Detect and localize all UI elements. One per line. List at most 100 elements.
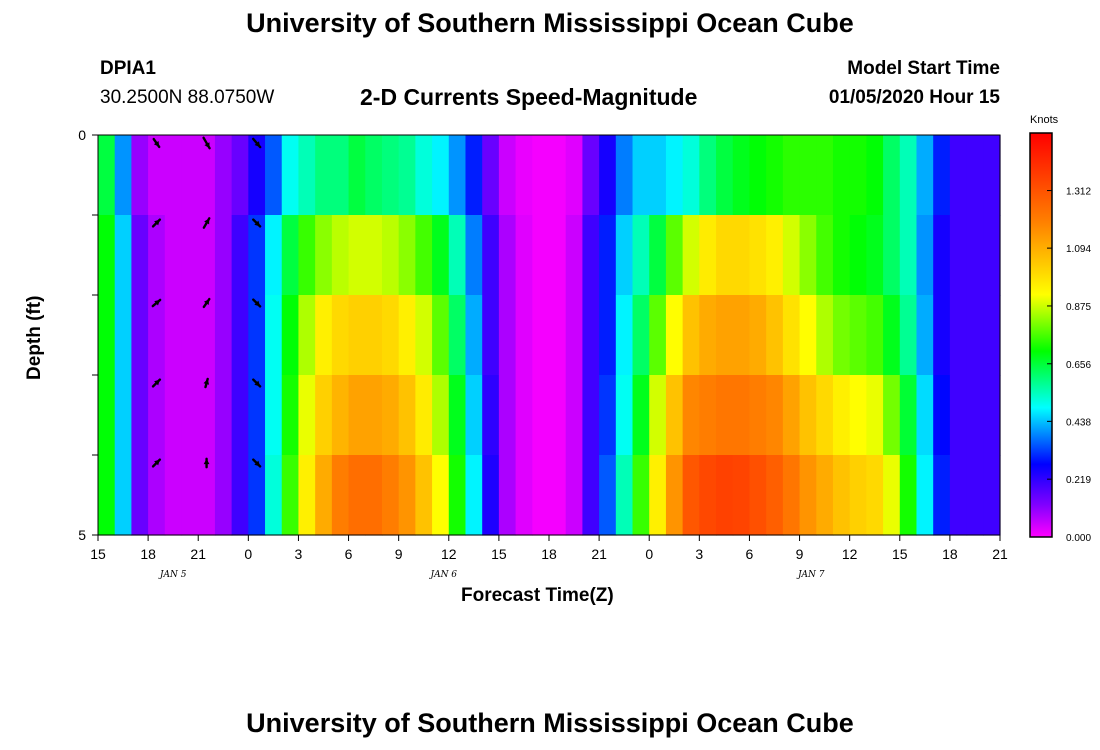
heatmap-cell xyxy=(916,375,934,456)
heatmap-cell xyxy=(448,375,467,456)
heatmap-cell xyxy=(849,295,867,376)
current-arrow xyxy=(202,297,211,309)
heatmap-cell xyxy=(766,215,784,296)
heatmap-cell xyxy=(532,455,550,536)
heatmap-cell xyxy=(315,295,333,376)
heatmap-cell xyxy=(866,215,884,296)
heatmap-cell xyxy=(515,455,533,536)
heatmap-cell xyxy=(281,135,300,216)
x-tick-label: 18 xyxy=(942,546,958,562)
heatmap-cell xyxy=(298,455,316,536)
heatmap-cell xyxy=(448,215,467,296)
x-tick-label: 15 xyxy=(90,546,106,562)
heatmap-cell xyxy=(281,295,300,376)
heatmap-cell xyxy=(632,455,650,536)
heatmap-cell xyxy=(933,455,951,536)
heatmap-cell xyxy=(682,295,700,376)
y-tick-label: 0 xyxy=(78,127,86,143)
heatmap-cell xyxy=(899,215,918,296)
heatmap-cell xyxy=(415,455,433,536)
heatmap-cell xyxy=(415,375,433,456)
heatmap-cell xyxy=(265,375,283,456)
heatmap-cell xyxy=(298,295,316,376)
heatmap-cell xyxy=(732,375,751,456)
heatmap-cell xyxy=(515,375,533,456)
heatmap-cell xyxy=(832,135,851,216)
heatmap-cell xyxy=(682,375,700,456)
heatmap-cell xyxy=(916,215,934,296)
heatmap-cell xyxy=(799,215,817,296)
heatmap-cell xyxy=(465,295,483,376)
heatmap-cell xyxy=(331,455,350,536)
heatmap-cell xyxy=(799,375,817,456)
colorbar-ticks: 1.312 1.094 0.875 0.656 0.438 0.219 0.000 xyxy=(1047,187,1091,544)
heatmap-cell xyxy=(348,455,366,536)
heatmap-cell xyxy=(732,135,751,216)
heatmap-cell xyxy=(933,215,951,296)
heatmap-cell xyxy=(231,295,249,376)
heatmap-cell xyxy=(248,135,266,216)
current-arrow xyxy=(151,378,162,388)
heatmap-cell xyxy=(766,135,784,216)
heatmap-cell xyxy=(632,135,650,216)
current-arrow xyxy=(252,458,262,468)
heatmap-cell xyxy=(665,215,684,296)
heatmap-cell xyxy=(816,375,834,456)
heatmap-cell xyxy=(214,375,233,456)
heatmap-cell xyxy=(98,215,116,296)
heatmap-cell xyxy=(214,455,233,536)
heatmap-cell xyxy=(148,135,166,216)
heatmap-cell xyxy=(582,135,600,216)
heatmap-cell xyxy=(498,295,517,376)
x-tick-label: 18 xyxy=(140,546,156,562)
heatmap-cell xyxy=(114,295,132,376)
heatmap-cell xyxy=(448,295,467,376)
heatmap-cell xyxy=(114,135,132,216)
heatmap-cell xyxy=(181,455,199,536)
colorbar-label: Knots xyxy=(1030,114,1059,126)
heatmap-cell xyxy=(231,455,249,536)
heatmap-cell xyxy=(248,455,266,536)
heatmap-cell xyxy=(315,215,333,296)
heatmap-cell xyxy=(315,135,333,216)
current-arrow-head xyxy=(154,379,160,386)
heatmap-cell xyxy=(615,455,634,536)
heatmap-cell xyxy=(164,295,183,376)
heatmap-cell xyxy=(849,375,867,456)
heatmap-cell xyxy=(281,375,300,456)
heatmap-cell xyxy=(181,215,199,296)
current-arrow xyxy=(202,136,211,150)
heatmap-cell xyxy=(98,375,116,456)
colorbar-tick-label: 1.094 xyxy=(1066,244,1091,255)
y-tick-label: 5 xyxy=(78,527,86,543)
heatmap-cell xyxy=(549,215,567,296)
heatmap-cell xyxy=(248,375,266,456)
heatmap-cell xyxy=(849,455,867,536)
current-arrow-head xyxy=(204,142,210,149)
heatmap-cell xyxy=(448,455,467,536)
heatmap-cell xyxy=(231,375,249,456)
heatmap-cell xyxy=(415,135,433,216)
heatmap-cell xyxy=(482,295,500,376)
heatmap-cell xyxy=(916,455,934,536)
heatmap-cell xyxy=(582,375,600,456)
heatmap-cell xyxy=(649,295,667,376)
heatmap-cell xyxy=(916,135,934,216)
heatmap-cell xyxy=(716,375,734,456)
heatmap-cell xyxy=(498,215,517,296)
colorbar xyxy=(1029,132,1053,538)
heatmap-cell xyxy=(265,295,283,376)
heatmap-cell xyxy=(682,135,700,216)
heatmap-cell xyxy=(599,375,617,456)
heatmap-cell xyxy=(532,135,550,216)
heatmap-cell xyxy=(766,295,784,376)
heatmap-cell xyxy=(148,215,166,296)
heatmap-cell xyxy=(599,295,617,376)
heatmap-cell xyxy=(415,215,433,296)
heatmap-cell xyxy=(883,135,901,216)
x-tick-label: 6 xyxy=(345,546,353,562)
colorbar-tick-label: 0.000 xyxy=(1066,533,1091,544)
x-tick-label: 15 xyxy=(491,546,507,562)
heatmap-cell xyxy=(832,215,851,296)
heatmap-cell xyxy=(883,295,901,376)
